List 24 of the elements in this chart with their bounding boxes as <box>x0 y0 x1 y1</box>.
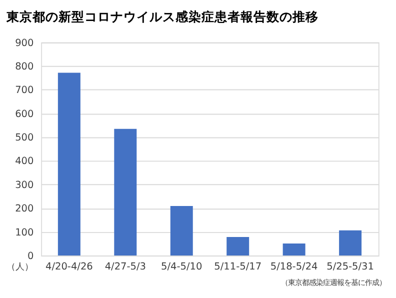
x-tick-label: 5/25-5/31 <box>326 262 374 273</box>
x-tick-label: 4/20-4/26 <box>45 262 93 273</box>
x-tick-label: 5/18-5/24 <box>270 262 318 273</box>
chart-title: 東京都の新型コロナウイルス感染症患者報告数の推移 <box>5 8 318 24</box>
y-tick-label: 100 <box>15 227 34 238</box>
y-tick-label: 300 <box>15 180 34 191</box>
x-tick-label: 5/11-5/17 <box>214 262 262 273</box>
bar <box>282 243 306 256</box>
y-axis-title: （人） <box>6 262 34 273</box>
y-tick-label: 900 <box>15 38 34 49</box>
bar <box>114 128 137 256</box>
y-tick-label: 200 <box>15 204 34 215</box>
x-tick-label: 5/4-5/10 <box>161 262 202 273</box>
y-tick-label: 0 <box>28 250 34 262</box>
y-tick-label: 600 <box>15 108 34 120</box>
bar <box>58 72 80 256</box>
bar <box>339 230 362 256</box>
x-tick-label: 4/27-5/3 <box>104 262 146 273</box>
y-tick-label: 700 <box>15 85 34 96</box>
bar <box>170 206 193 256</box>
y-tick-label: 500 <box>15 132 34 144</box>
y-tick-label: 400 <box>15 156 34 168</box>
bar <box>226 237 250 256</box>
y-tick-label: 800 <box>15 61 34 72</box>
